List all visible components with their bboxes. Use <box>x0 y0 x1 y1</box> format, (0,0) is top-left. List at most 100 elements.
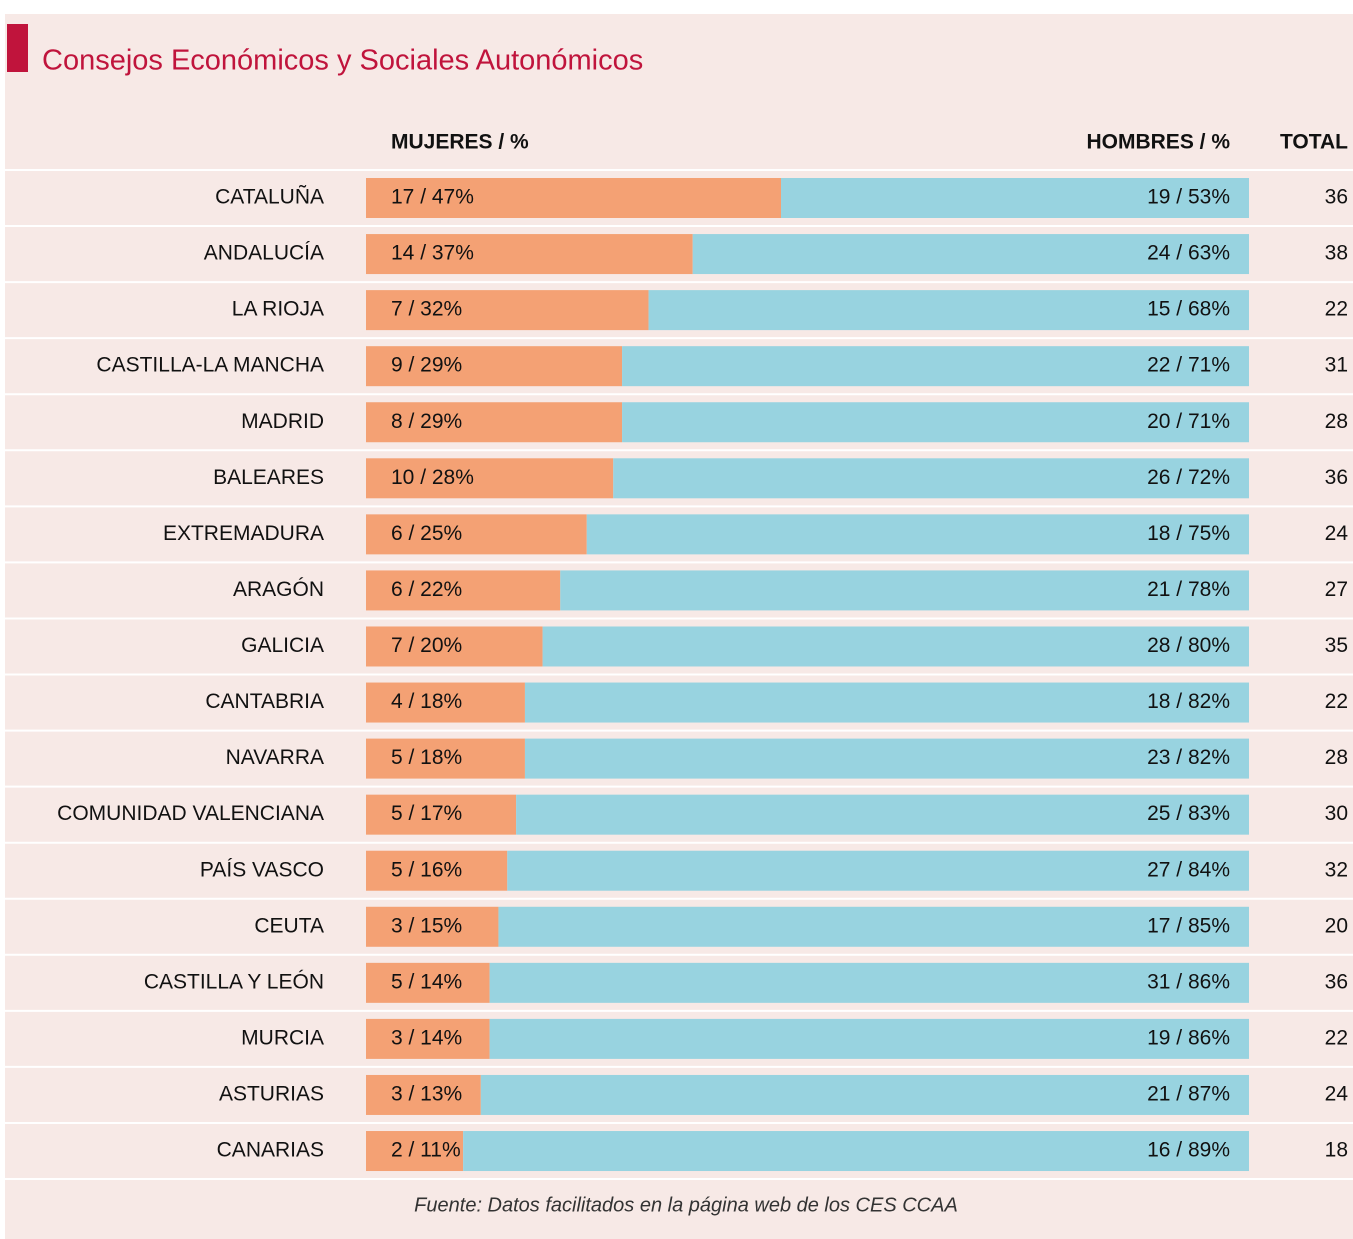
bar-segment <box>480 1074 1249 1115</box>
total-value: 32 <box>1325 858 1348 881</box>
value-label: 3 / 14% <box>391 1026 462 1049</box>
bar-segment <box>366 514 587 555</box>
bar-segment <box>622 346 1249 387</box>
total-value: 22 <box>1325 1026 1348 1049</box>
value-label: 27 / 84% <box>1147 858 1230 881</box>
value-label: 23 / 82% <box>1147 746 1230 769</box>
value-label: 7 / 20% <box>391 634 462 657</box>
value-label: 5 / 16% <box>391 858 462 881</box>
value-label: 5 / 14% <box>391 970 462 993</box>
category-label: CEUTA <box>254 914 324 937</box>
source: Fuente: Datos facilitados en la página w… <box>414 1194 958 1216</box>
total-value: 30 <box>1325 802 1348 825</box>
bar-segment <box>366 626 543 667</box>
total-value: 24 <box>1325 522 1349 545</box>
value-label: 21 / 78% <box>1147 578 1230 601</box>
total-value: 22 <box>1325 690 1348 713</box>
bar-segment <box>366 1074 481 1115</box>
bar-segment <box>489 962 1249 1003</box>
bar-segment <box>366 570 561 611</box>
value-label: 28 / 80% <box>1147 634 1230 657</box>
bar-segment <box>560 570 1249 611</box>
total-value: 18 <box>1325 1139 1348 1162</box>
category-label: CANARIAS <box>217 1139 324 1162</box>
total-value: 20 <box>1325 914 1348 937</box>
total-value: 28 <box>1325 746 1348 769</box>
category-label: NAVARRA <box>226 746 324 769</box>
value-label: 24 / 63% <box>1147 242 1230 265</box>
category-label: BALEARES <box>213 466 324 489</box>
value-label: 15 / 68% <box>1147 298 1230 321</box>
bar-segment <box>463 1131 1249 1172</box>
bar-segment <box>524 682 1249 723</box>
category-label: GALICIA <box>241 634 324 657</box>
bar-segment <box>489 1018 1249 1059</box>
title-accent <box>7 24 28 72</box>
bar-segment <box>586 514 1249 555</box>
category-label: LA RIOJA <box>232 298 324 321</box>
value-label: 17 / 85% <box>1147 914 1230 937</box>
bar-segment <box>366 682 525 723</box>
bar-segment <box>366 1018 490 1059</box>
value-label: 14 / 37% <box>391 242 474 265</box>
total-value: 36 <box>1325 466 1348 489</box>
total-value: 35 <box>1325 634 1348 657</box>
bar-segment <box>648 290 1249 331</box>
category-label: CASTILLA Y LEÓN <box>144 970 324 993</box>
bar-segment <box>507 850 1249 891</box>
value-label: 22 / 71% <box>1147 354 1230 377</box>
category-label: ASTURIAS <box>219 1083 324 1106</box>
category-label: ANDALUCÍA <box>204 242 324 265</box>
category-label: MADRID <box>241 410 324 433</box>
bar-segment <box>613 458 1249 499</box>
bar-segment <box>366 1131 464 1172</box>
bar-segment <box>366 794 517 835</box>
value-label: 7 / 32% <box>391 298 462 321</box>
value-label: 5 / 18% <box>391 746 462 769</box>
value-label: 10 / 28% <box>391 466 474 489</box>
bar-segment <box>516 794 1249 835</box>
bar-segment <box>498 906 1249 947</box>
value-label: 4 / 18% <box>391 690 462 713</box>
bar-segment <box>542 626 1249 667</box>
category-label: CASTILLA-LA MANCHA <box>96 354 324 377</box>
category-label: EXTREMADURA <box>163 522 324 545</box>
legend-label: MUJERES / % <box>391 131 529 154</box>
category-label: CATALUÑA <box>215 185 324 209</box>
total-value: 36 <box>1325 970 1348 993</box>
chart-title: Consejos Económicos y Sociales Autonómic… <box>42 45 643 77</box>
value-label: 17 / 47% <box>391 186 474 209</box>
value-label: 19 / 86% <box>1147 1026 1230 1049</box>
total-header: TOTAL <box>1280 131 1348 154</box>
value-label: 9 / 29% <box>391 354 462 377</box>
category-label: MURCIA <box>241 1026 324 1049</box>
bar-segment <box>622 402 1249 443</box>
bar-segment <box>366 850 508 891</box>
total-value: 36 <box>1325 186 1348 209</box>
value-label: 19 / 53% <box>1147 186 1230 209</box>
value-label: 25 / 83% <box>1147 802 1230 825</box>
total-value: 28 <box>1325 410 1348 433</box>
bar-segment <box>366 962 490 1003</box>
category-label: COMUNIDAD VALENCIANA <box>57 802 324 825</box>
category-label: CANTABRIA <box>205 690 324 713</box>
bar-segment <box>366 290 649 331</box>
value-label: 2 / 11% <box>391 1139 461 1162</box>
value-label: 5 / 17% <box>391 802 462 825</box>
value-label: 16 / 89% <box>1147 1139 1230 1162</box>
total-value: 24 <box>1325 1083 1349 1106</box>
bar-segment <box>366 402 623 443</box>
value-label: 18 / 82% <box>1147 690 1230 713</box>
total-value: 22 <box>1325 298 1348 321</box>
value-label: 26 / 72% <box>1147 466 1230 489</box>
bar-segment <box>781 178 1249 218</box>
bar-segment <box>366 234 693 275</box>
value-label: 3 / 15% <box>391 914 462 937</box>
value-label: 8 / 29% <box>391 410 462 433</box>
value-label: 6 / 22% <box>391 578 462 601</box>
value-label: 6 / 25% <box>391 522 462 545</box>
bar-segment <box>366 906 499 947</box>
value-label: 18 / 75% <box>1147 522 1230 545</box>
